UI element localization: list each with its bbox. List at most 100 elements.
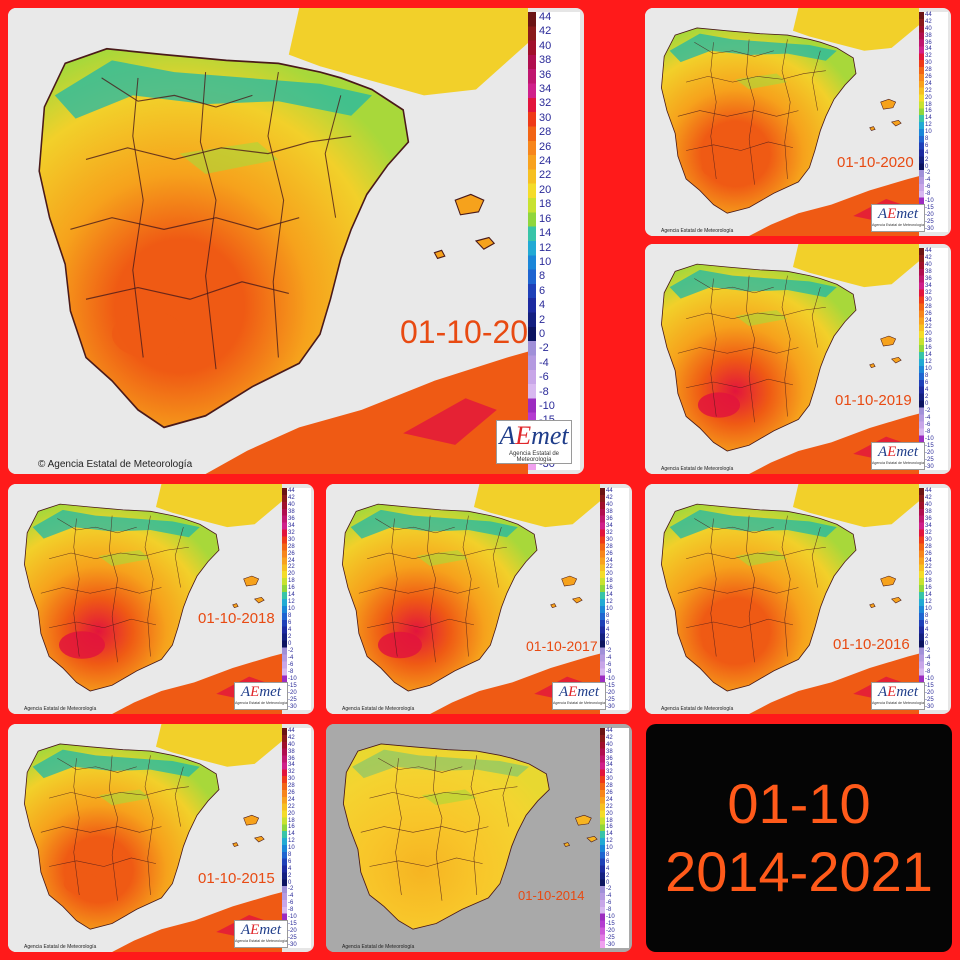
scale-tick-label: -6 <box>288 900 294 907</box>
scale-tick-label: 4 <box>925 627 929 634</box>
date-label-2019: 01-10-2019 <box>835 392 912 409</box>
scale-tick-label: 20 <box>606 571 613 578</box>
scale-tick-label: 2 <box>539 313 546 326</box>
scale-tick-label: 40 <box>288 741 295 748</box>
scale-tick-label: 6 <box>288 620 292 627</box>
summary-title-box: 01-10 2014-2021 <box>646 724 952 952</box>
scale-tick-label: -6 <box>288 661 294 668</box>
scale-tick-label: 0 <box>606 879 610 886</box>
scale-tick-label: 34 <box>288 522 295 529</box>
scale-tick-label: 8 <box>288 613 292 620</box>
temperature-scale-legend: 44 42 40 38 36 34 32 30 28 26 24 22 20 18 16 14 12 10 8 6 4 2… <box>600 728 629 948</box>
scale-tick-label: 10 <box>539 255 552 268</box>
scale-tick-label: 16 <box>288 585 295 592</box>
scale-tick-label: 6 <box>925 380 929 387</box>
balearic-island <box>869 363 876 368</box>
scale-tick-label: 0 <box>925 640 929 647</box>
scale-tick-label: 30 <box>288 776 295 783</box>
scale-tick-label: 22 <box>288 803 295 810</box>
scale-tick-label: 10 <box>606 845 613 852</box>
scale-tick-label: -2 <box>925 170 931 177</box>
scale-tick-label: 44 <box>925 12 932 18</box>
scale-tick-label: -15 <box>606 920 615 927</box>
temperature-scale-ticks: 44 42 40 38 36 34 32 30 28 26 24 22 20 18 16 14 12 10 8 6 4 2… <box>606 488 615 710</box>
map-panel-2014: 01-10-2014 44 42 40 38 36 34 32 30 28 26 24 22 20 18 1… <box>326 724 632 952</box>
scale-tick-label: 6 <box>606 620 610 627</box>
temperature-scale-legend: 44 42 40 38 36 34 32 30 28 26 24 22 20 18 16 14 12 10 8 6 4 2… <box>919 488 948 710</box>
scale-tick-label: 14 <box>606 592 613 599</box>
scale-tick-label: 22 <box>925 87 932 94</box>
northern-cool-band <box>350 509 518 539</box>
scale-tick-label: 22 <box>925 324 932 331</box>
balearic-island <box>572 596 583 604</box>
balearic-island <box>563 842 571 847</box>
scale-tick-label: 12 <box>925 122 932 129</box>
map-panel-2021: 01-10-2021 44 42 40 38 36 34 32 30 28 26 24 22 20 18 1… <box>8 8 584 474</box>
scale-tick-label: 36 <box>539 68 552 81</box>
france-landmass <box>792 244 919 288</box>
scale-tick-label: 20 <box>539 183 552 196</box>
scale-tick-label: 6 <box>539 284 546 297</box>
temperature-map <box>326 724 616 952</box>
scale-tick-label: -15 <box>925 442 934 449</box>
scale-tick-label: 12 <box>925 359 932 366</box>
scale-tick-label: 20 <box>925 571 932 578</box>
scale-tick-label: -30 <box>288 703 297 710</box>
scale-tick-label: 14 <box>925 352 932 359</box>
balearic-island <box>575 814 592 826</box>
scale-tick-label: -8 <box>288 668 294 675</box>
aemet-logo: AEmet Agencia Estatal de Meteorología <box>871 442 925 470</box>
scale-tick-label: 4 <box>606 627 610 634</box>
scale-tick-label: -6 <box>606 900 612 907</box>
date-label-2020: 01-10-2020 <box>837 154 914 171</box>
scale-tick-label: -8 <box>606 907 612 914</box>
temperature-scale-legend: 44 42 40 38 36 34 32 30 28 26 24 22 20 18 16 14 12 10 8 6 4 2… <box>919 12 948 232</box>
scale-tick-label: -8 <box>606 668 612 675</box>
scale-tick-label: 4 <box>925 149 929 156</box>
scale-tick-label: 42 <box>606 734 613 741</box>
scale-tick-label: 42 <box>925 254 932 261</box>
scale-tick-label: 6 <box>288 858 292 865</box>
southern-heat-spot <box>112 310 185 358</box>
scale-tick-label: -25 <box>925 696 934 703</box>
temperature-scale-legend: 44 42 40 38 36 34 32 30 28 26 24 22 20 18 16 14 12 10 8 6 4 2… <box>600 488 629 710</box>
scale-tick-label: 8 <box>925 613 929 620</box>
scale-tick-label: 36 <box>925 275 932 282</box>
aemet-logo: AEmet Agencia Estatal de Meteorología <box>871 682 925 710</box>
map-panel-2019: 01-10-2019 44 42 40 38 36 34 32 30 28 26 24 22 20 18 1… <box>645 244 951 474</box>
scale-tick-label: -4 <box>288 654 294 661</box>
scale-tick-label: -15 <box>288 682 297 689</box>
scale-tick-label: 8 <box>288 852 292 859</box>
scale-tick-label: 4 <box>925 387 929 394</box>
scale-tick-label: 30 <box>606 536 613 543</box>
scale-tick-label: -20 <box>288 689 297 696</box>
scale-tick-label: 2 <box>288 634 292 641</box>
temperature-color-bar <box>919 488 924 710</box>
scale-tick-label: 32 <box>925 53 932 60</box>
agency-credit: Agencia Estatal de Meteorología <box>342 706 415 712</box>
southern-heat-spot <box>63 872 101 895</box>
scale-tick-label: -30 <box>925 463 934 470</box>
scale-tick-label: 16 <box>925 345 932 352</box>
balearic-island <box>891 596 902 604</box>
scale-tick-label: 12 <box>288 838 295 845</box>
scale-tick-label: -20 <box>606 927 615 934</box>
temperature-color-bar <box>282 728 287 948</box>
southern-heat-spot <box>697 392 741 418</box>
scale-tick-label: 26 <box>539 140 552 153</box>
temperature-scale-legend: 44 42 40 38 36 34 32 30 28 26 24 22 20 18 16 14 12 10 8 6 4 2… <box>528 12 580 470</box>
scale-tick-label: -30 <box>925 703 934 710</box>
southern-heat-spot <box>702 635 736 655</box>
northern-cool-band <box>32 509 200 539</box>
scale-tick-label: 16 <box>606 585 613 592</box>
scale-tick-label: -8 <box>925 428 931 435</box>
balearic-island <box>869 603 876 608</box>
scale-tick-label: 12 <box>539 241 552 254</box>
date-label-2014: 01-10-2014 <box>518 888 585 903</box>
balearic-island <box>880 335 897 347</box>
scale-tick-label: 28 <box>539 126 552 139</box>
scale-tick-label: 40 <box>925 261 932 268</box>
scale-tick-label: -15 <box>925 204 934 211</box>
scale-tick-label: 32 <box>606 769 613 776</box>
scale-tick-label: 18 <box>606 578 613 585</box>
